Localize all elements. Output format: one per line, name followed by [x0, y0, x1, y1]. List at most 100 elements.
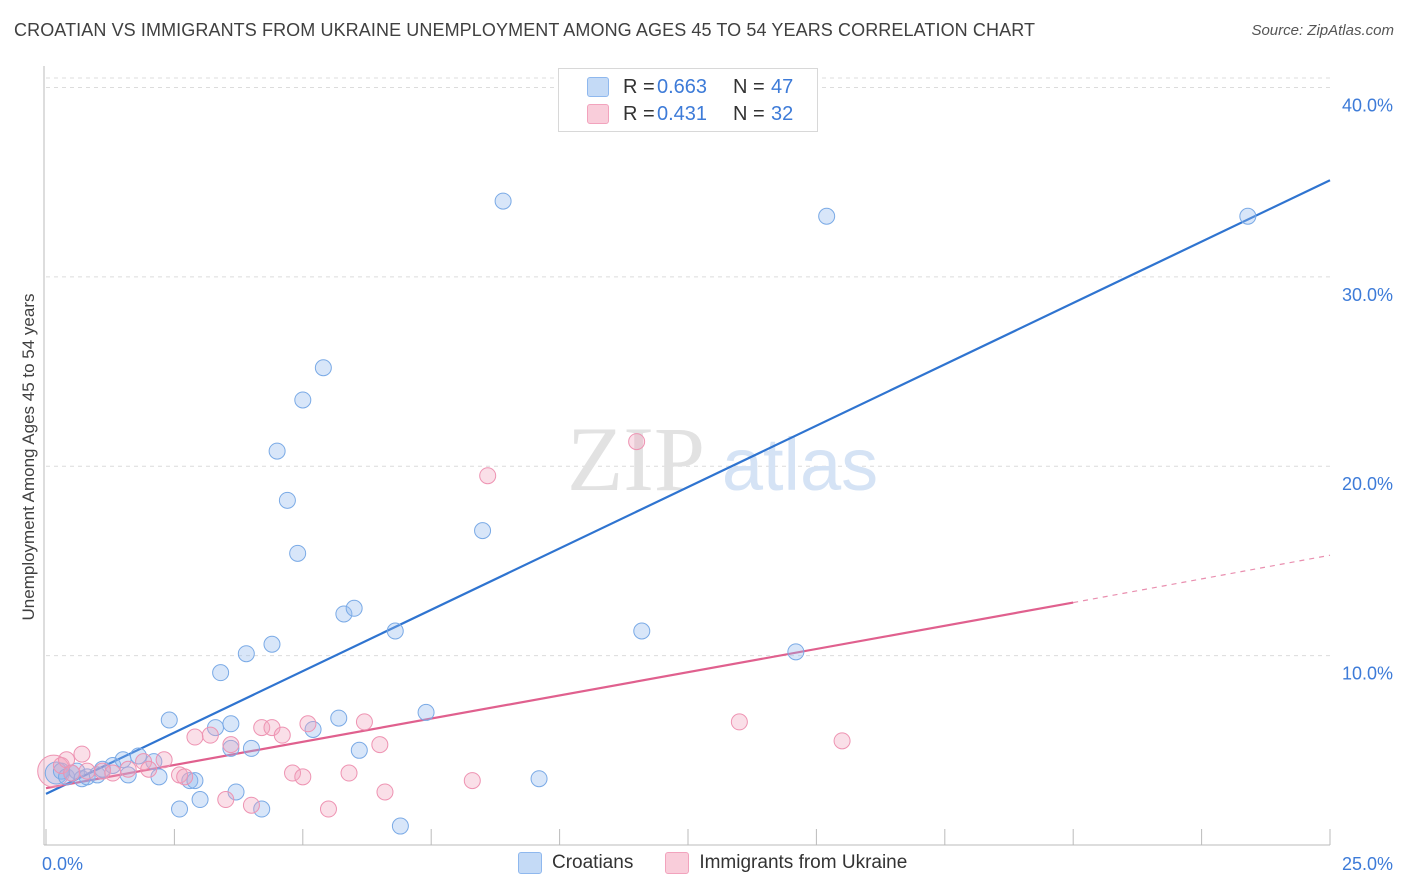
y-tick-label: 30.0%: [1342, 285, 1393, 305]
legend-swatch-croatians: [587, 77, 609, 97]
data-point-ukraine: [63, 764, 81, 782]
legend-r-value: 0.431: [657, 102, 708, 125]
data-point-croatians: [494, 192, 512, 210]
data-point-ukraine: [222, 736, 240, 754]
data-point-ukraine: [284, 764, 302, 782]
y-axis-label: Unemployment Among Ages 45 to 54 years: [19, 294, 38, 621]
data-point-ukraine: [242, 796, 260, 814]
legend-n-value: 32: [771, 102, 794, 125]
data-point-ukraine: [273, 726, 291, 744]
trend-line-ukraine-extension: [1073, 554, 1331, 604]
data-point-croatians: [212, 664, 230, 682]
x-axis-tick-labels: 0.0% 25.0%: [42, 854, 1393, 874]
source-label: Source: ZipAtlas.com: [1251, 22, 1394, 39]
chart-title: CROATIAN VS IMMIGRANTS FROM UKRAINE UNEM…: [14, 20, 1036, 40]
data-point-ukraine: [730, 713, 748, 731]
legend-r-label: R =: [623, 75, 655, 98]
data-point-croatians: [633, 622, 651, 640]
data-point-croatians: [314, 359, 332, 377]
series-legend: Croatians Immigrants from Ukraine: [518, 852, 939, 874]
data-point-ukraine: [376, 783, 394, 801]
data-point-ukraine: [371, 736, 389, 754]
watermark-zip: ZIP: [567, 408, 705, 510]
legend-r-value: 0.663: [657, 75, 708, 98]
data-point-ukraine: [463, 772, 481, 790]
legend-swatch-ukraine: [587, 104, 609, 124]
legend-row-ukraine: R = 0.431 N = 32: [587, 101, 793, 127]
data-point-croatians: [268, 442, 286, 460]
x-tick-label: 25.0%: [1342, 854, 1393, 874]
data-point-ukraine: [104, 764, 122, 782]
legend-label-croatians: Croatians: [552, 852, 634, 873]
data-point-ukraine: [253, 719, 271, 737]
data-points: [37, 192, 1257, 835]
data-point-ukraine: [73, 745, 91, 763]
legend-swatch-croatians: [518, 852, 542, 874]
data-point-croatians: [386, 622, 404, 640]
legend-item-ukraine: Immigrants from Ukraine: [665, 852, 907, 874]
data-point-ukraine: [217, 791, 235, 809]
data-point-croatians: [350, 741, 368, 759]
data-point-croatians: [818, 207, 836, 225]
y-tick-label: 40.0%: [1342, 95, 1393, 115]
data-point-croatians: [263, 635, 281, 653]
legend-item-croatians: Croatians: [518, 852, 633, 874]
data-point-croatians: [330, 709, 348, 727]
data-point-ukraine: [355, 713, 373, 731]
data-point-croatians: [417, 703, 435, 721]
data-point-ukraine: [155, 751, 173, 769]
trend-line-croatians: [45, 179, 1331, 795]
data-point-ukraine: [299, 715, 317, 733]
legend-row-croatians: R = 0.663 N = 47: [587, 74, 793, 100]
legend-n-value: 47: [771, 75, 794, 98]
data-point-croatians: [289, 544, 307, 562]
data-point-croatians: [191, 791, 209, 809]
data-point-ukraine: [479, 467, 497, 485]
data-point-croatians: [222, 715, 240, 733]
data-point-ukraine: [119, 760, 137, 778]
y-tick-label: 20.0%: [1342, 474, 1393, 494]
data-point-ukraine: [833, 732, 851, 750]
legend-swatch-ukraine: [665, 852, 690, 874]
data-point-croatians: [222, 739, 240, 757]
data-point-croatians: [44, 761, 68, 785]
x-tick-label: 0.0%: [42, 854, 83, 874]
data-point-croatians: [530, 770, 548, 788]
y-axis-tick-labels: 10.0% 20.0% 30.0% 40.0%: [1342, 95, 1393, 683]
legend-label-ukraine: Immigrants from Ukraine: [699, 852, 908, 873]
watermark-atlas: atlas: [722, 423, 878, 506]
data-point-croatians: [253, 800, 271, 818]
data-point-ukraine: [628, 433, 646, 451]
data-point-ukraine: [201, 726, 219, 744]
data-point-croatians: [787, 643, 805, 661]
trend-lines: [45, 179, 1331, 795]
data-point-croatians: [278, 491, 296, 509]
data-point-ukraine: [176, 768, 194, 786]
x-axis-ticks: [45, 829, 1331, 845]
data-point-croatians: [1239, 207, 1257, 225]
data-point-ukraine: [140, 760, 158, 778]
data-point-ukraine: [58, 751, 76, 769]
correlation-legend: R = 0.663 N = 47 R = 0.431 N = 32: [558, 68, 818, 132]
trend-line-ukraine: [45, 601, 1074, 790]
data-point-ukraine: [186, 728, 204, 746]
data-point-croatians: [242, 739, 260, 757]
data-point-ukraine: [78, 762, 96, 780]
data-point-croatians: [345, 599, 363, 617]
legend-r-label: R =: [623, 102, 655, 125]
legend-n-label: N =: [733, 75, 765, 98]
data-point-ukraine: [294, 768, 312, 786]
legend-n-label: N =: [733, 102, 765, 125]
data-point-croatians: [160, 711, 178, 729]
data-point-croatians: [171, 800, 189, 818]
data-point-croatians: [294, 391, 312, 409]
data-point-croatians: [391, 817, 409, 835]
data-point-ukraine: [319, 800, 337, 818]
data-point-ukraine: [93, 762, 111, 780]
data-point-croatians: [186, 772, 204, 790]
data-point-ukraine: [340, 764, 358, 782]
data-point-croatians: [474, 522, 492, 540]
data-point-croatians: [237, 645, 255, 663]
y-tick-label: 10.0%: [1342, 664, 1393, 684]
